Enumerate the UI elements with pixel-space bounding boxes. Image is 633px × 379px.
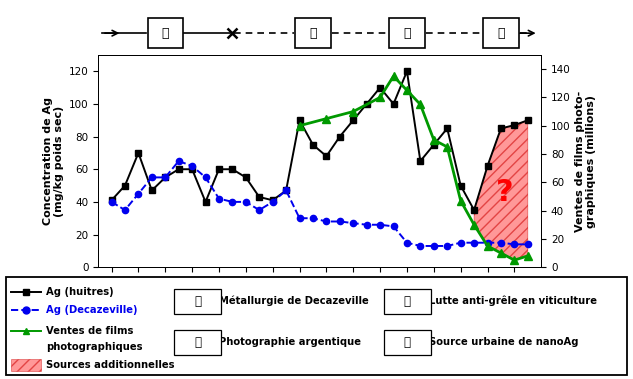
Text: 📷: 📷 [309, 27, 316, 40]
Text: 🏭: 🏭 [161, 27, 169, 40]
Text: Ag (Decazeville): Ag (Decazeville) [46, 305, 137, 315]
Text: Photographie argentique: Photographie argentique [220, 337, 361, 348]
Y-axis label: Ventes de films photo-
graphiques (millions): Ventes de films photo- graphiques (milli… [575, 91, 596, 232]
FancyBboxPatch shape [147, 19, 183, 48]
Text: Métallurgie de Decazeville: Métallurgie de Decazeville [220, 296, 369, 307]
Text: Sources additionnelles: Sources additionnelles [46, 360, 174, 370]
Text: photographiques: photographiques [46, 341, 142, 352]
Text: Source urbaine de nanoAg: Source urbaine de nanoAg [429, 337, 579, 348]
Polygon shape [474, 120, 528, 260]
X-axis label: Temps (années): Temps (années) [267, 310, 372, 323]
Text: 🍇: 🍇 [404, 295, 411, 308]
FancyBboxPatch shape [295, 19, 330, 48]
Text: Ag (huitres): Ag (huitres) [46, 287, 113, 297]
Y-axis label: Concentration de Ag
(mg/kg poids sec): Concentration de Ag (mg/kg poids sec) [43, 97, 65, 225]
Text: 🏗: 🏗 [497, 27, 505, 40]
FancyBboxPatch shape [483, 19, 518, 48]
Text: 🏭: 🏭 [194, 295, 201, 308]
Text: 📷: 📷 [194, 336, 201, 349]
FancyBboxPatch shape [384, 330, 431, 355]
FancyBboxPatch shape [6, 277, 627, 376]
Text: 🏗: 🏗 [404, 336, 411, 349]
FancyBboxPatch shape [384, 289, 431, 313]
FancyBboxPatch shape [389, 19, 425, 48]
Text: Ventes de films: Ventes de films [46, 326, 133, 336]
FancyBboxPatch shape [11, 359, 41, 371]
FancyBboxPatch shape [174, 330, 221, 355]
Text: ?: ? [496, 178, 514, 207]
FancyBboxPatch shape [174, 289, 221, 313]
Text: Lutte anti-grêle en viticulture: Lutte anti-grêle en viticulture [429, 296, 598, 307]
Text: 🍇: 🍇 [403, 27, 411, 40]
